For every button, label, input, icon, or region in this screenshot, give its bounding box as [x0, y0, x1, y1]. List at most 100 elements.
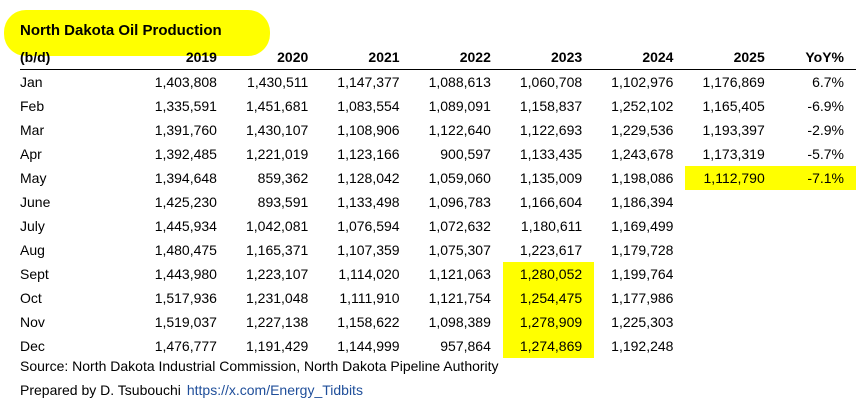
value-cell — [685, 334, 776, 358]
value-cell: 1,060,708 — [519, 74, 583, 90]
value-cell: 1,517,936 — [154, 290, 217, 306]
table-row: Feb 1,335,591 1,451,681 1,083,554 1,089,091 1… — [20, 94, 856, 118]
value-cell: 1,072,632 — [428, 218, 491, 234]
value-cell: 1,192,248 — [611, 338, 674, 354]
value-cell: 1,186,394 — [611, 194, 674, 210]
value-cell: 1,173,319 — [702, 146, 765, 162]
month-label: Dec — [20, 338, 45, 354]
month-label: Feb — [20, 98, 45, 114]
value-cell: 957,864 — [440, 338, 491, 354]
unit-label: (b/d) — [20, 45, 138, 70]
value-cell: 1,147,377 — [337, 74, 400, 90]
prepared-by-text: Prepared by D. Tsubouchi — [20, 382, 181, 398]
yoy-cell — [777, 262, 856, 286]
value-cell: 1,169,499 — [611, 218, 674, 234]
value-cell: 1,179,728 — [611, 242, 674, 258]
value-cell: 1,223,107 — [245, 266, 309, 282]
column-header: 2023 — [502, 45, 595, 70]
column-header: 2021 — [320, 45, 412, 70]
value-cell: 1,158,622 — [337, 314, 400, 330]
value-cell: 1,107,359 — [337, 242, 400, 258]
value-cell: 1,225,303 — [611, 314, 674, 330]
value-cell: 1,223,617 — [519, 242, 583, 258]
value-cell — [685, 286, 776, 310]
table-row: Mar 1,391,760 1,430,107 1,108,906 1,122,640 1… — [20, 118, 856, 142]
value-cell: 1,122,640 — [428, 122, 491, 138]
month-label: Apr — [20, 146, 42, 162]
yoy-cell — [777, 190, 856, 214]
column-header: 2024 — [594, 45, 686, 70]
yoy-cell: -2.9% — [807, 122, 844, 138]
value-cell: 1,158,837 — [519, 98, 583, 114]
value-cell: 1,231,048 — [245, 290, 309, 306]
value-cell: 1,098,389 — [428, 314, 491, 330]
table-header-row: (b/d) 2019 2020 2021 2022 2023 2024 2025 YoY% — [20, 45, 856, 70]
table-row: June 1,425,230 893,591 1,133,498 1,096,783 1,… — [20, 190, 856, 214]
value-cell: 1,144,999 — [337, 338, 400, 354]
month-label: June — [20, 194, 51, 210]
value-cell: 1,133,498 — [337, 194, 400, 210]
value-cell: 1,227,138 — [245, 314, 309, 330]
value-cell: 1,274,869 — [502, 334, 595, 358]
table-row: Nov 1,519,037 1,227,138 1,158,622 1,098,389 1… — [20, 310, 856, 334]
value-cell: 1,229,536 — [611, 122, 674, 138]
table-row: Dec 1,476,777 1,191,429 1,144,999 957,864 1,2… — [20, 334, 856, 358]
value-cell: 1,476,777 — [154, 338, 217, 354]
value-cell: 1,425,230 — [154, 194, 217, 210]
source-note: Source: North Dakota Industrial Commissi… — [20, 358, 499, 374]
value-cell: 1,112,790 — [685, 166, 777, 190]
column-header: 2022 — [411, 45, 503, 70]
value-cell: 1,198,086 — [611, 170, 674, 186]
value-cell: 1,123,166 — [337, 146, 400, 162]
value-cell: 1,391,760 — [154, 122, 217, 138]
value-cell: 900,597 — [440, 146, 491, 162]
value-cell: 1,166,604 — [519, 194, 583, 210]
value-cell: 1,135,009 — [519, 170, 583, 186]
value-cell: 1,278,909 — [502, 310, 595, 334]
month-label: Sept — [20, 266, 49, 282]
production-table: (b/d) 2019 2020 2021 2022 2023 2024 2025 YoY% J… — [20, 45, 856, 358]
month-label: Mar — [20, 122, 45, 138]
month-label: July — [20, 218, 45, 234]
value-cell: 1,121,063 — [428, 266, 491, 282]
value-cell — [685, 310, 776, 334]
value-cell: 1,121,754 — [428, 290, 491, 306]
table-row: July 1,445,934 1,042,081 1,076,594 1,072,632… — [20, 214, 856, 238]
table-row: May 1,394,648 859,362 1,128,042 1,059,060 1,1… — [20, 166, 856, 190]
value-cell: 1,252,102 — [611, 98, 674, 114]
value-cell: 1,076,594 — [337, 218, 400, 234]
value-cell — [685, 238, 776, 262]
value-cell: 859,362 — [257, 170, 309, 186]
table-row: Aug 1,480,475 1,165,371 1,107,359 1,075,307 1… — [20, 238, 856, 262]
value-cell: 1,083,554 — [337, 98, 400, 114]
value-cell: 1,177,986 — [611, 290, 674, 306]
value-cell: 1,445,934 — [154, 218, 217, 234]
value-cell: 1,480,475 — [154, 242, 217, 258]
value-cell: 1,111,910 — [339, 290, 400, 306]
yoy-cell — [777, 310, 856, 334]
yoy-cell — [777, 286, 856, 310]
table-body: Jan 1,403,808 1,430,511 1,147,377 1,088,613 1… — [20, 70, 856, 358]
yoy-cell — [777, 238, 856, 262]
value-cell: 1,403,808 — [154, 74, 217, 90]
value-cell: 1,280,052 — [502, 262, 595, 286]
value-cell: 1,443,980 — [154, 266, 217, 282]
value-cell: 1,254,475 — [502, 286, 595, 310]
table-row: Sept 1,443,980 1,223,107 1,114,020 1,121,063… — [20, 262, 856, 286]
value-cell: 1,133,435 — [519, 146, 583, 162]
column-header: YoY% — [776, 45, 856, 70]
value-cell: 1,114,020 — [338, 266, 400, 282]
value-cell: 1,451,681 — [245, 98, 309, 114]
value-cell: 1,243,678 — [611, 146, 674, 162]
energy-tidbits-link[interactable]: https://x.com/Energy_Tidbits — [186, 382, 363, 398]
value-cell: 1,199,764 — [611, 266, 674, 282]
prepared-by: Prepared by D. Tsubouchi https://x.com/En… — [20, 382, 363, 398]
value-cell: 1,335,591 — [154, 98, 217, 114]
column-header: 2020 — [228, 45, 321, 70]
yoy-cell: -5.7% — [807, 146, 844, 162]
value-cell: 893,591 — [257, 194, 309, 210]
yoy-cell: 6.7% — [812, 74, 844, 90]
value-cell: 1,392,485 — [154, 146, 217, 162]
value-cell: 1,075,307 — [428, 242, 491, 258]
value-cell: 1,165,405 — [702, 98, 765, 114]
